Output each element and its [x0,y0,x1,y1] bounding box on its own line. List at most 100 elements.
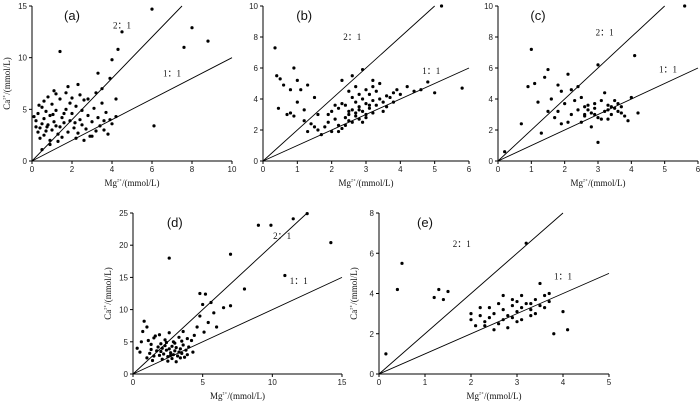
data-point [52,89,56,93]
data-point [178,356,182,360]
data-point [282,83,286,87]
y-tick-label: 15 [18,2,27,11]
y-tick-label: 10 [119,306,128,315]
data-point [566,328,570,332]
data-point [48,138,52,142]
data-point [360,109,365,113]
data-point [185,353,189,357]
data-point [552,332,556,336]
data-point [84,127,88,131]
data-point [446,289,450,294]
x-tick-label: 4 [629,165,634,174]
data-point [354,100,358,104]
data-point [189,338,194,343]
data-point [593,106,597,110]
data-point [543,305,547,310]
data-point [74,104,78,108]
data-point [506,314,510,318]
data-point [182,355,187,359]
data-point [547,299,551,304]
data-point [305,212,309,216]
data-point [474,324,478,328]
y-tick-label: 0 [23,157,28,166]
data-point [36,130,40,134]
data-point [42,117,46,121]
data-point [52,120,56,124]
x-tick-label: 2 [469,378,474,387]
scatter-panel: 0 5 10 15 0 5 10 15 20 25 2：1 1：1 (d) Mg²⁺/(mmol/L) Ca… [103,209,347,401]
data-point [593,112,597,117]
data-point [374,103,378,107]
data-point [469,312,473,316]
data-point [34,119,38,123]
data-point [162,352,166,356]
x-tick-label: 0 [496,165,501,174]
data-point [561,310,565,314]
scatter-panel: 0 1 2 3 4 5 6 0 2 4 6 8 10 2：1 1：1 (b) Mg²⁺/(mmol/L) [249,2,472,188]
data-point [492,328,496,332]
y-tick-label: 10 [484,2,493,11]
data-point [120,30,124,34]
data-point [626,119,630,123]
data-point [501,293,505,298]
data-point [42,133,46,137]
data-point [256,223,260,227]
data-point [384,352,388,356]
data-point [524,301,528,306]
data-point [441,297,445,302]
data-point [66,130,70,134]
data-point [412,89,416,93]
data-point [546,109,550,113]
data-point [146,338,150,343]
data-point [292,114,296,118]
data-point [388,95,392,100]
data-point [613,106,617,110]
data-point [90,134,94,138]
data-point [60,116,64,120]
panel-label: (b) [296,8,312,23]
data-point [312,95,317,100]
data-point [283,273,287,278]
data-point [177,350,181,354]
data-point [242,287,247,291]
x-tick-label: 15 [338,378,347,387]
y-tick-label: 20 [119,241,128,250]
x-tick-label: 5 [432,165,437,174]
data-point [181,343,185,347]
data-point [395,287,399,292]
data-point [163,344,167,348]
data-point [138,350,142,354]
data-point [167,331,171,335]
data-point [316,112,320,117]
data-point [100,87,104,91]
data-point [606,108,610,112]
data-point [56,139,60,143]
data-point [164,348,169,352]
data-point [398,92,402,96]
reference-line-1-to-1 [132,276,343,375]
x-tick-label: 0 [131,378,136,387]
data-point [553,116,557,120]
data-point [152,124,156,128]
data-point [150,358,155,363]
x-tick-label: 3 [515,378,520,387]
data-point [683,4,687,8]
data-point [302,108,306,112]
data-point [159,349,163,354]
data-point [149,342,153,346]
data-point [593,102,597,106]
reference-line-label: 1：1 [659,65,677,75]
data-point [437,287,441,292]
x-tick-label: 1 [423,378,428,387]
data-point [354,114,358,118]
data-point [623,114,627,118]
y-tick-label: 0 [370,370,375,379]
data-point [524,241,528,245]
data-point [439,4,444,8]
data-point [497,322,501,326]
data-point [108,118,112,122]
data-point [347,119,351,123]
data-point [94,129,98,133]
data-point [74,136,78,140]
